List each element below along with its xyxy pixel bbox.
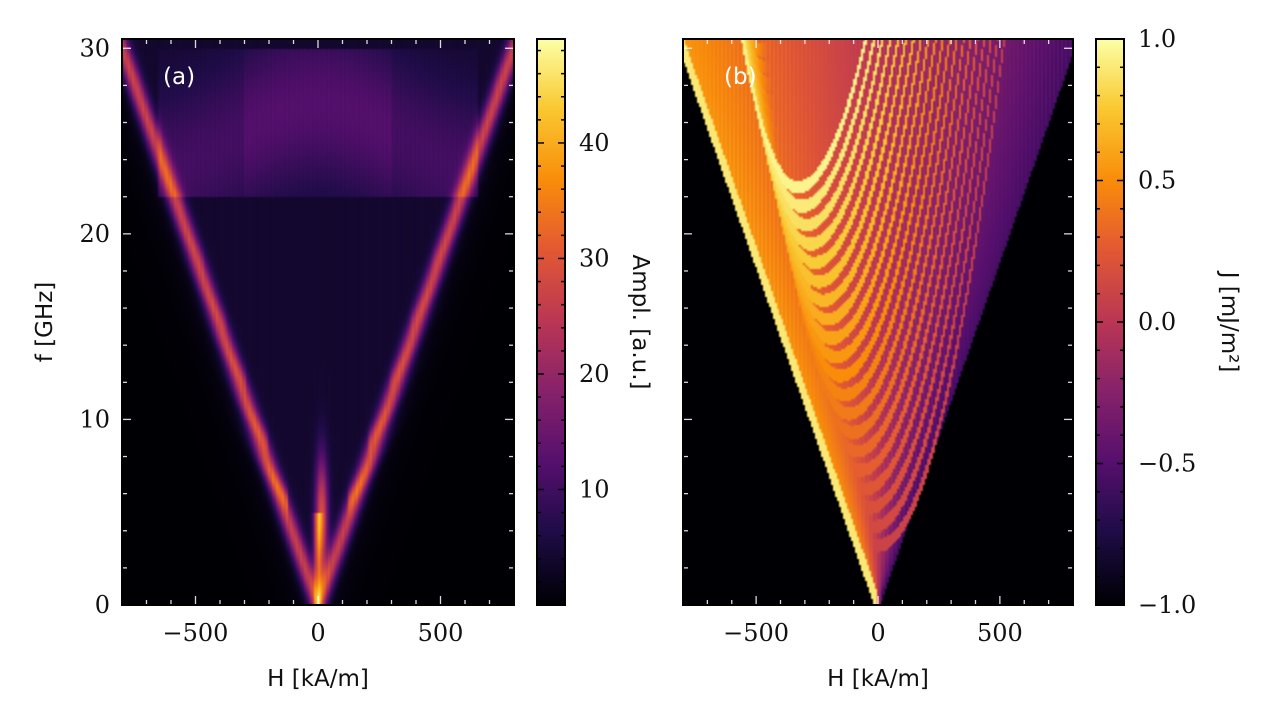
- y-axis-label-a: f [GHz]: [32, 282, 58, 363]
- x-tick-label: 0: [310, 619, 325, 647]
- x-axis-label-a: H [kA/m]: [267, 666, 369, 692]
- y-tick-label: 30: [79, 34, 110, 62]
- x-tick-label: −500: [723, 619, 789, 647]
- panel-label-b: (b): [724, 64, 757, 90]
- y-tick-label: 10: [79, 405, 110, 433]
- axes-frame-b: [682, 38, 1074, 606]
- x-tick-label: −500: [163, 619, 229, 647]
- colorbar-b: −1.0 −0.5 0.0 0.5 1.0 J [mJ/m²]: [1095, 25, 1242, 619]
- colorbar-tick-label: 40: [579, 129, 610, 157]
- panel-label-a: (a): [163, 64, 195, 90]
- colorbar-tick-label: 10: [579, 475, 610, 503]
- colorbar-tick-label: −1.0: [1138, 591, 1196, 619]
- colorbar-a: 10 20 30 40 Ampl. [a.u.]: [536, 38, 653, 606]
- colorbar-a-label: Ampl. [a.u.]: [627, 255, 653, 390]
- colorbar-tick-label: 0.0: [1138, 308, 1176, 336]
- colorbar-a-frame: [536, 38, 566, 606]
- x-tick-label: 500: [418, 619, 464, 647]
- colorbar-tick-label: 30: [579, 244, 610, 272]
- colorbar-b-frame: [1095, 38, 1125, 606]
- heatmap-b: [683, 39, 1073, 605]
- y-tick-label: 20: [79, 220, 110, 248]
- colorbar-tick-label: 1.0: [1138, 25, 1176, 53]
- colorbar-tick-label: −0.5: [1138, 450, 1196, 478]
- x-axis-label-b: H [kA/m]: [827, 666, 929, 692]
- colorbar-tick-label: 0.5: [1138, 167, 1176, 195]
- panel-b: −500 0 500 (b) H [kA/m]: [682, 38, 1074, 692]
- heatmap-a: [122, 39, 514, 605]
- x-tick-label: 500: [977, 619, 1023, 647]
- y-tick-label: 0: [95, 591, 110, 619]
- colorbar-a-gradient: [537, 39, 565, 605]
- axes-frame-a: [121, 38, 515, 606]
- x-tick-label: 0: [870, 619, 885, 647]
- colorbar-tick-label: 20: [579, 360, 610, 388]
- colorbar-b-label: J [mJ/m²]: [1216, 270, 1242, 373]
- panel-a: −500 0 500 0 10 20 30 (a) H [kA/m] f [GHz]: [32, 34, 515, 692]
